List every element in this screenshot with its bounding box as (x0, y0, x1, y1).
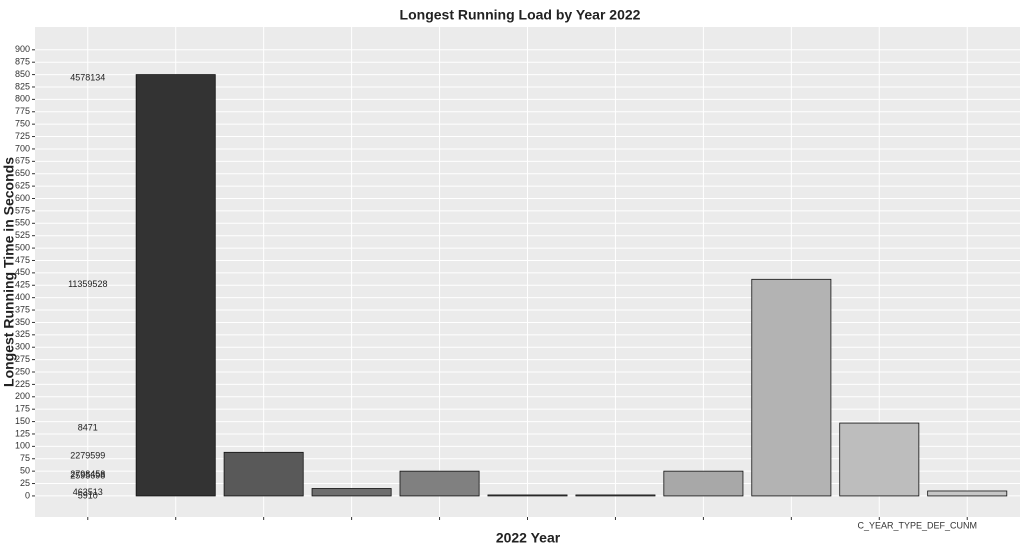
y-tick-label: 800 (15, 94, 30, 104)
annotation: 11359528 (68, 279, 107, 289)
x-axis-title: 2022 Year (496, 530, 561, 546)
bar (663, 470, 744, 497)
y-tick-label: 50 (20, 466, 30, 476)
annotation: 463513 (73, 487, 103, 497)
y-tick-label: 150 (15, 416, 30, 426)
bar (223, 451, 304, 497)
annotation: 2595698 (70, 470, 105, 480)
annotation: 2798458 (70, 469, 105, 479)
y-tick-label: 0 (25, 490, 30, 500)
y-tick-label: 400 (15, 292, 30, 302)
y-tick-label: 425 (15, 280, 30, 290)
y-tick-label: 275 (15, 354, 30, 364)
y-tick-label: 225 (15, 379, 30, 389)
bar (487, 494, 568, 497)
chart-title: Longest Running Load by Year 2022 (400, 7, 641, 23)
annotation: 5910 (78, 490, 98, 500)
y-tick-label: 100 (15, 441, 30, 451)
y-tick-label: 775 (15, 106, 30, 116)
y-tick-label: 750 (15, 119, 30, 129)
y-tick-label: 850 (15, 69, 30, 79)
y-tick-label: 450 (15, 267, 30, 277)
bar (839, 422, 920, 497)
annotation: 4578134 (70, 72, 105, 82)
y-tick-label: 500 (15, 242, 30, 252)
bar (575, 494, 656, 497)
y-tick-label: 900 (15, 44, 30, 54)
y-tick-label: 700 (15, 143, 30, 153)
y-tick-label: 675 (15, 156, 30, 166)
bar (311, 488, 392, 497)
y-tick-label: 875 (15, 57, 30, 67)
y-tick-label: 350 (15, 317, 30, 327)
annotation: 2279599 (70, 451, 105, 461)
y-tick-label: 650 (15, 168, 30, 178)
y-tick-label: 725 (15, 131, 30, 141)
y-tick-label: 475 (15, 255, 30, 265)
y-tick-label: 325 (15, 329, 30, 339)
bar (927, 490, 1008, 497)
y-tick-label: 200 (15, 391, 30, 401)
x-tick-label: C_YEAR_TYPE_DEF_CUNM (857, 520, 977, 530)
y-axis-title: Longest Running Time in Seconds (1, 157, 17, 387)
y-tick-label: 575 (15, 205, 30, 215)
y-tick-label: 375 (15, 304, 30, 314)
bar (751, 278, 832, 497)
y-tick-label: 550 (15, 218, 30, 228)
y-tick-label: 300 (15, 342, 30, 352)
y-tick-label: 75 (20, 453, 30, 463)
y-tick-label: 525 (15, 230, 30, 240)
y-tick-label: 250 (15, 366, 30, 376)
bar (135, 74, 216, 497)
annotation: 8471 (78, 422, 98, 432)
y-tick-label: 25 (20, 478, 30, 488)
y-tick-label: 625 (15, 180, 30, 190)
y-tick-label: 175 (15, 404, 30, 414)
y-tick-label: 600 (15, 193, 30, 203)
y-tick-label: 125 (15, 428, 30, 438)
y-tick-label: 825 (15, 81, 30, 91)
bar (399, 470, 480, 497)
